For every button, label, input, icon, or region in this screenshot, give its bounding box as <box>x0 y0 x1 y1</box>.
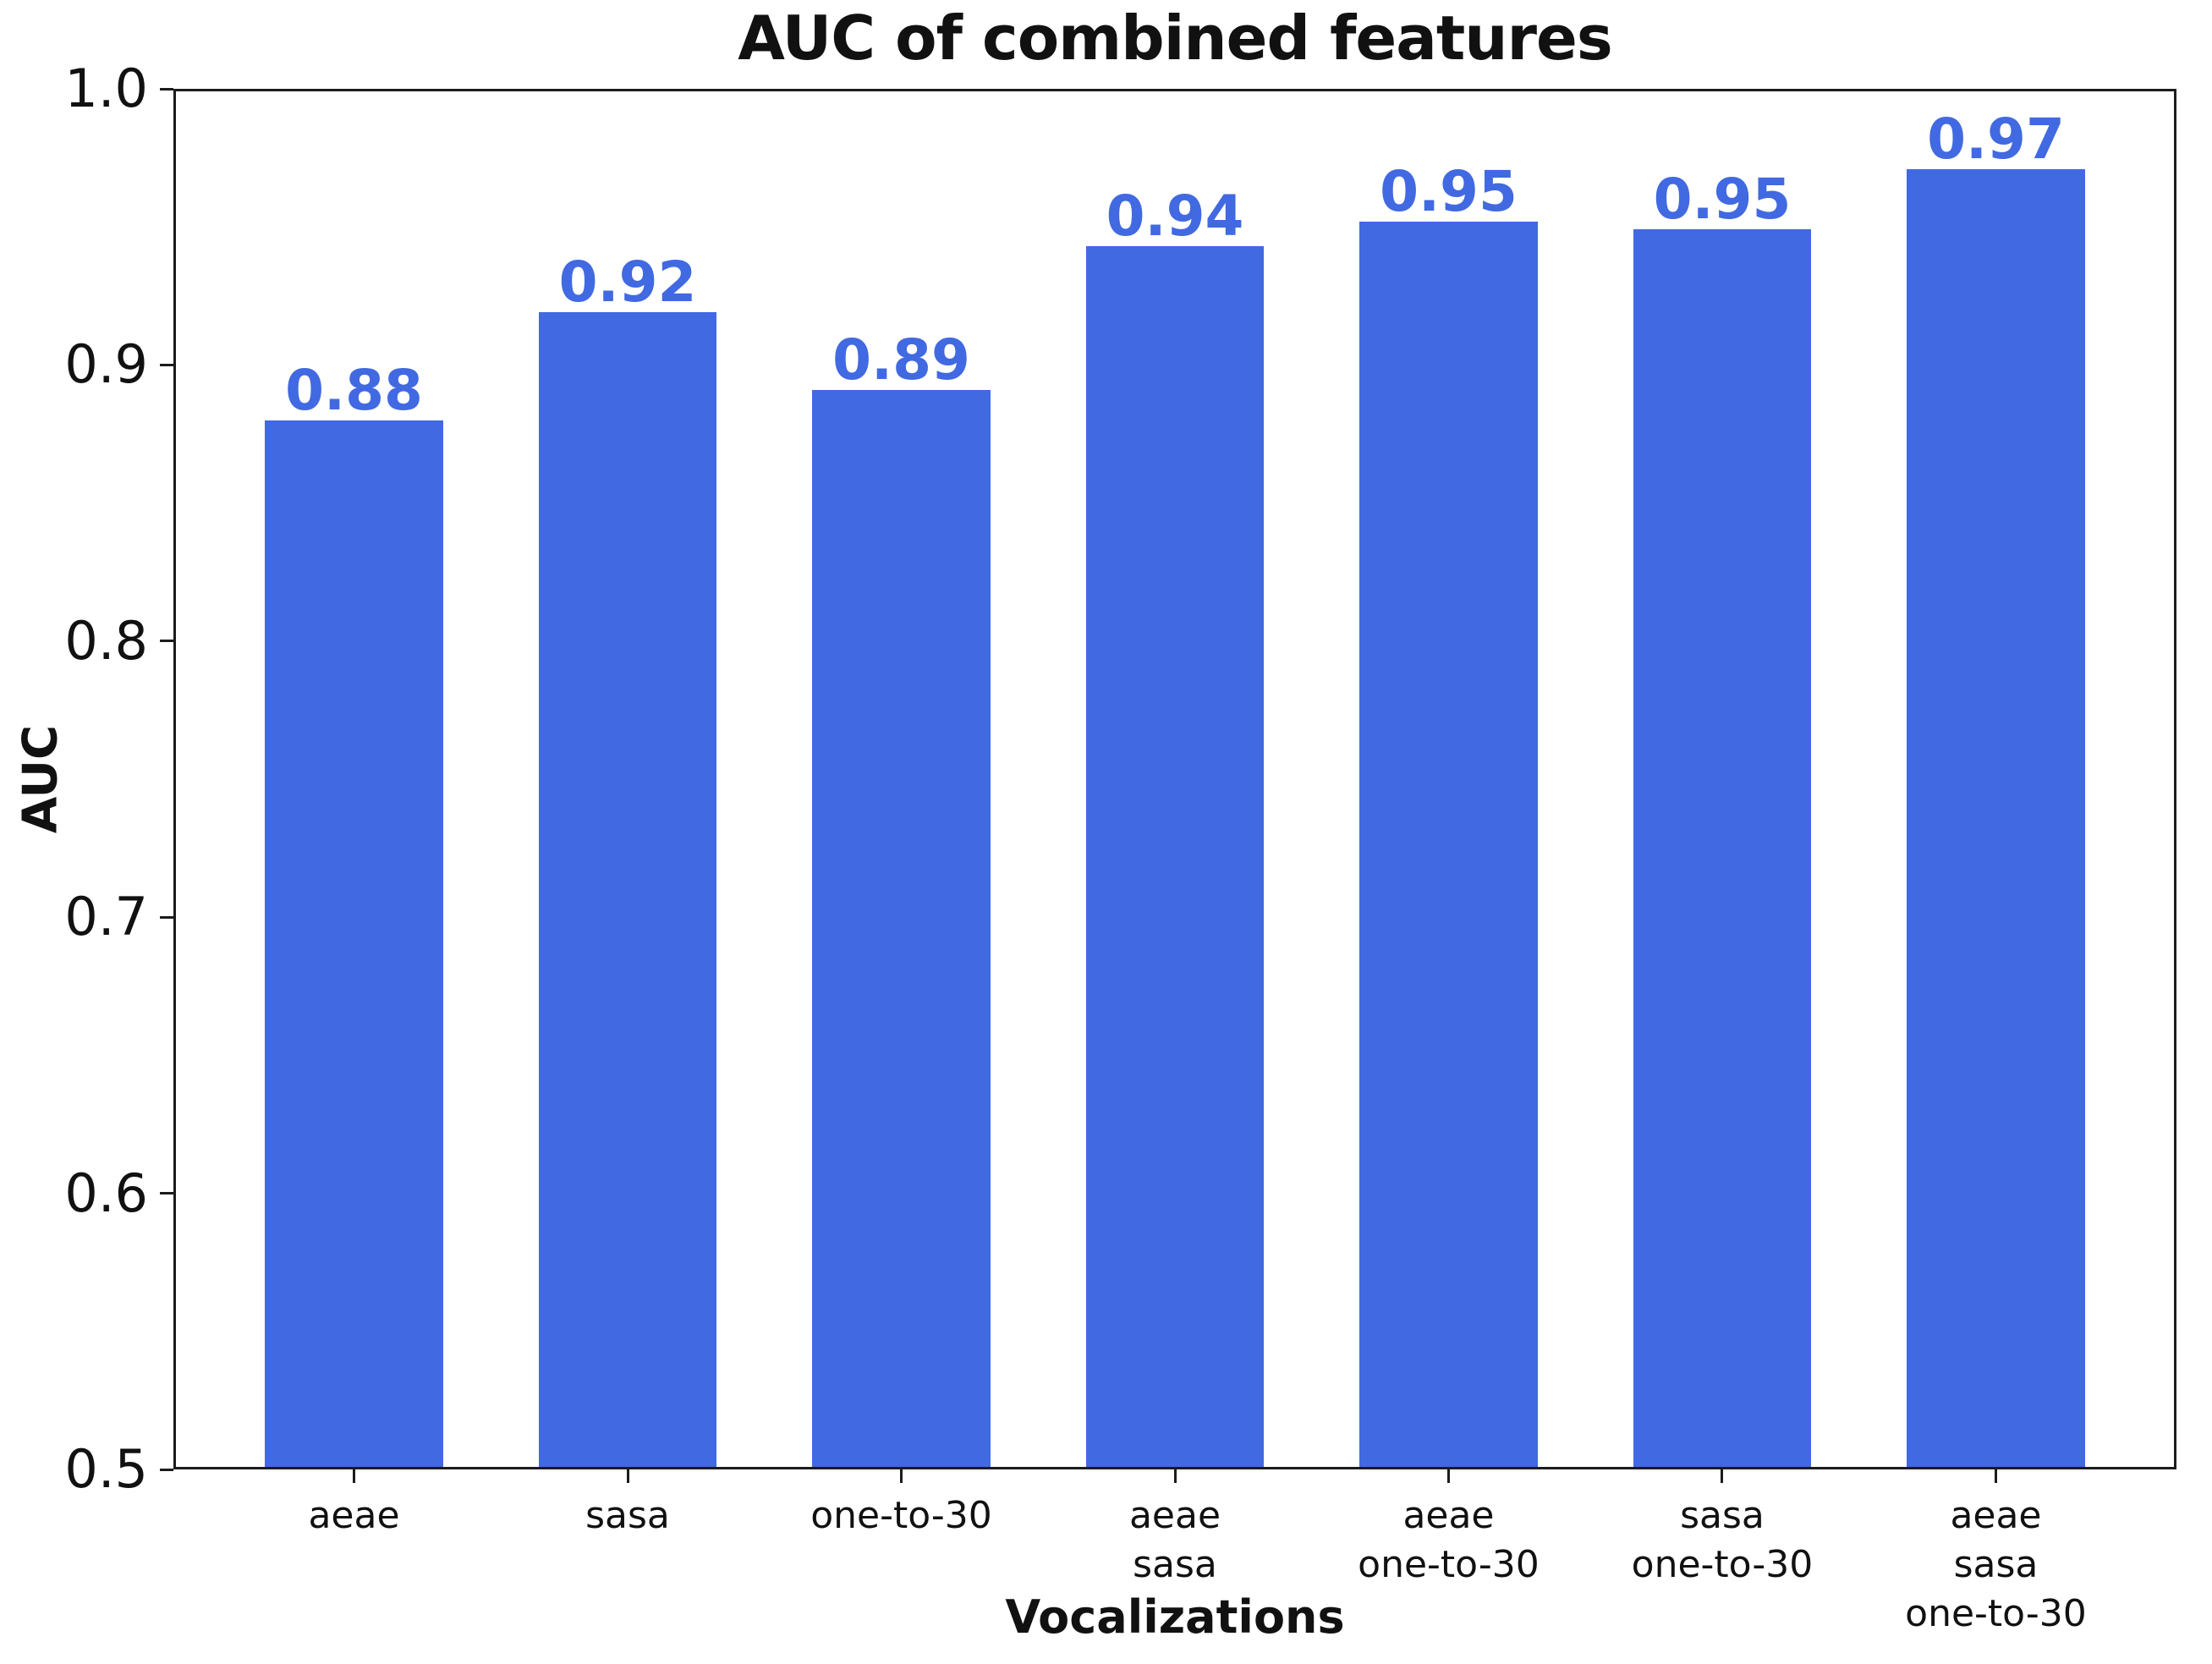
bar-value-label: 0.95 <box>1653 167 1792 233</box>
x-tick-label: aeae one-to-30 <box>1358 1494 1540 1587</box>
x-tick-mark <box>1721 1469 1724 1483</box>
x-tick-label: sasa one-to-30 <box>1631 1494 1814 1587</box>
y-tick-mark <box>160 363 173 366</box>
x-tick-label: aeae sasa <box>1128 1494 1221 1587</box>
x-tick-mark <box>1173 1469 1177 1483</box>
bar-one-to-30 <box>812 389 991 1468</box>
x-tick-mark <box>900 1469 903 1483</box>
y-tick-label: 0.6 <box>64 1162 148 1224</box>
bar-aeae-sasa-one-to-30 <box>1907 168 2085 1468</box>
x-tick-mark <box>626 1469 629 1483</box>
bar-value-label: 0.94 <box>1106 184 1244 250</box>
y-axis-label: AUC <box>13 724 69 834</box>
x-tick-label: aeae <box>308 1494 400 1537</box>
x-tick-label: aeae sasa one-to-30 <box>1905 1494 2087 1636</box>
y-tick-label: 0.7 <box>64 886 148 948</box>
y-tick-mark <box>160 640 173 643</box>
bar-value-label: 0.88 <box>285 357 423 423</box>
x-tick-mark <box>1994 1469 1997 1483</box>
y-tick-mark <box>160 1468 173 1471</box>
bar-value-label: 0.89 <box>832 327 970 393</box>
bar-sasa-one-to-30 <box>1633 229 1812 1468</box>
chart-title: AUC of combined features <box>738 3 1612 74</box>
bar-aeae <box>265 420 443 1468</box>
y-tick-label: 1.0 <box>64 58 148 119</box>
bar-value-label: 0.92 <box>558 250 697 316</box>
bar-aeae-sasa <box>1085 246 1265 1468</box>
bar-value-label: 0.97 <box>1927 106 2065 172</box>
y-tick-label: 0.5 <box>64 1438 148 1500</box>
bar-aeae-one-to-30 <box>1359 221 1538 1468</box>
x-tick-label: one-to-30 <box>810 1494 992 1537</box>
x-tick-mark <box>353 1469 355 1483</box>
y-tick-label: 0.8 <box>64 609 148 672</box>
y-tick-mark <box>160 1192 173 1195</box>
x-tick-mark <box>1446 1469 1450 1483</box>
y-tick-label: 0.9 <box>64 333 148 396</box>
bar-sasa <box>538 312 717 1468</box>
plot-area-border <box>173 89 2176 1469</box>
y-tick-mark <box>160 915 173 919</box>
bar-value-label: 0.95 <box>1380 158 1518 224</box>
y-tick-mark <box>160 87 173 91</box>
x-axis-label: Vocalizations <box>1005 1590 1345 1644</box>
x-tick-label: sasa <box>585 1494 670 1537</box>
